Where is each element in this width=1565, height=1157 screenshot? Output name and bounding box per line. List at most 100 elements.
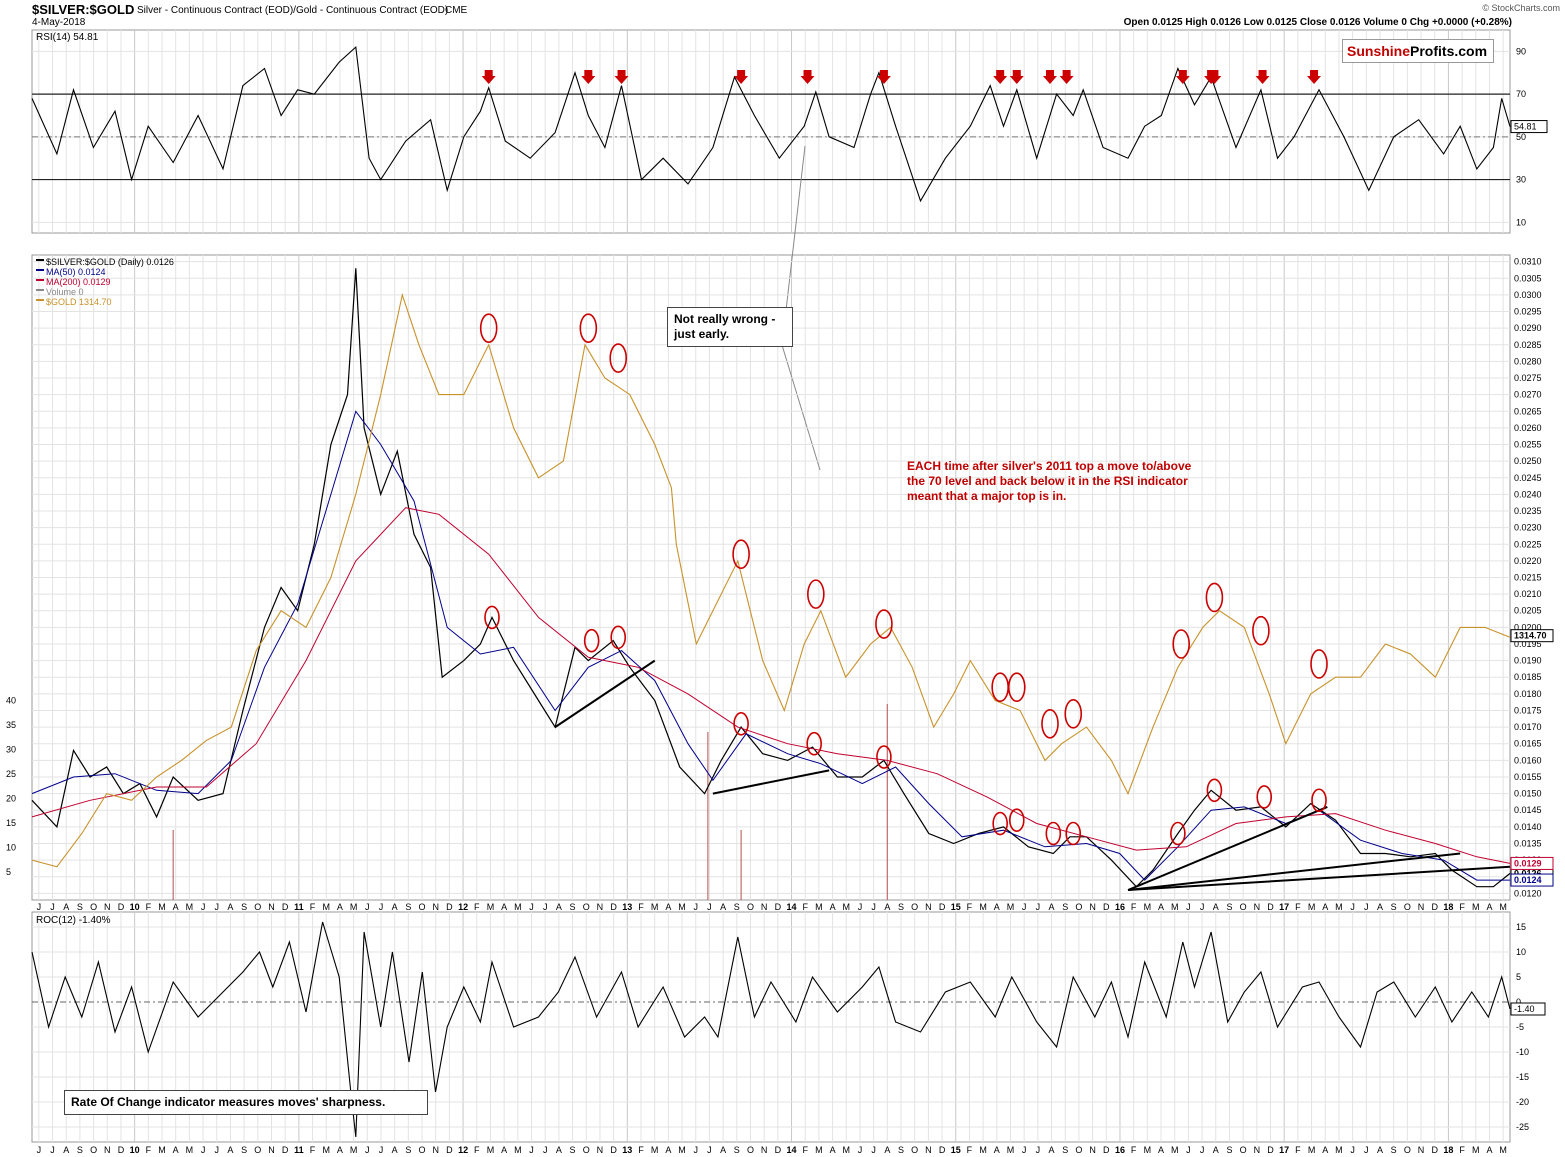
- x-tick-label: M: [1472, 1145, 1480, 1155]
- x-tick-label: A: [1377, 902, 1383, 912]
- x-tick-label: O: [583, 902, 590, 912]
- x-tick-label: J: [858, 902, 863, 912]
- x-tick-label: S: [77, 902, 83, 912]
- ma200-box: [1510, 856, 1554, 870]
- x-tick-label: F: [638, 1145, 644, 1155]
- x-tick-label: D: [282, 902, 289, 912]
- x-tick-label: O: [419, 902, 426, 912]
- price-top-circle: [992, 811, 1008, 836]
- x-tick-label: O: [90, 902, 97, 912]
- legend-swatch: [36, 269, 44, 271]
- rsi-annotation: Not really wrong - just early.: [667, 307, 793, 347]
- x-tick-label: M: [843, 1145, 851, 1155]
- x-tick-label: D: [1267, 902, 1274, 912]
- x-tick-label: A: [556, 902, 562, 912]
- rsi-y-tick-label: 50: [1516, 132, 1526, 142]
- x-tick-label: F: [310, 1145, 316, 1155]
- x-tick-label: F: [310, 902, 316, 912]
- gold-top-circle: [479, 313, 498, 343]
- x-tick-label: O: [1075, 902, 1082, 912]
- roc-y-tick-label: -15: [1516, 1072, 1529, 1082]
- ma50-box-label: 0.0124: [1514, 875, 1542, 885]
- x-tick-label: 10: [130, 902, 140, 912]
- x-tick-label: J: [693, 902, 698, 912]
- x-tick-label: A: [1158, 902, 1164, 912]
- x-tick-label: J: [1200, 902, 1205, 912]
- x-tick-label: 15: [951, 902, 961, 912]
- price-y-tick-label: 0.0165: [1514, 739, 1542, 749]
- x-tick-label: A: [173, 902, 179, 912]
- brand-logo: SunshineProfits.com: [1342, 39, 1494, 63]
- x-tick-label: N: [268, 902, 275, 912]
- x-tick-label: J: [50, 902, 55, 912]
- trendline: [1127, 852, 1461, 892]
- price-y-tick-label: 0.0155: [1514, 772, 1542, 782]
- x-tick-label: 17: [1279, 1145, 1289, 1155]
- x-tick-label: S: [570, 1145, 576, 1155]
- x-tick-label: M: [843, 902, 851, 912]
- price-y-tick-label: 0.0140: [1514, 822, 1542, 832]
- x-tick-label: M: [1499, 1145, 1507, 1155]
- x-tick-label: N: [432, 1145, 439, 1155]
- x-tick-label: N: [761, 902, 768, 912]
- roc-title: ROC(12) -1.40%: [36, 915, 111, 926]
- x-tick-label: F: [967, 1145, 973, 1155]
- price-top-circle: [1256, 785, 1273, 809]
- down-arrow-marker: [1255, 70, 1270, 84]
- gold-top-circle: [1041, 708, 1059, 739]
- x-tick-label: O: [1404, 902, 1411, 912]
- x-tick-label: J: [707, 902, 712, 912]
- down-arrow-marker: [481, 70, 496, 84]
- x-tick-label: A: [884, 1145, 890, 1155]
- x-tick-label: A: [884, 902, 890, 912]
- x-tick-label: S: [898, 902, 904, 912]
- watermark: © StockCharts.com: [1482, 3, 1560, 13]
- gold-top-circle: [609, 343, 628, 373]
- gold-top-circle: [1205, 582, 1224, 613]
- x-tick-label: A: [227, 902, 233, 912]
- volume-axis-label: 10: [6, 843, 16, 853]
- x-tick-label: F: [638, 902, 644, 912]
- x-tick-label: D: [939, 1145, 946, 1155]
- x-tick-label: M: [158, 1145, 166, 1155]
- x-tick-label: A: [665, 1145, 671, 1155]
- x-tick-label: D: [282, 1145, 289, 1155]
- x-tick-label: M: [487, 1145, 495, 1155]
- x-tick-label: F: [802, 902, 808, 912]
- price-y-tick-label: 0.0170: [1514, 722, 1542, 732]
- x-tick-label: A: [1322, 1145, 1328, 1155]
- ma200-box-label: 0.0129: [1514, 858, 1542, 868]
- x-tick-label: S: [241, 902, 247, 912]
- x-tick-label: N: [597, 902, 604, 912]
- legend-swatch: [36, 279, 44, 281]
- header-description: Silver - Continuous Contract (EOD)/Gold …: [137, 5, 448, 16]
- x-tick-label: A: [1049, 902, 1055, 912]
- x-tick-label: J: [1350, 902, 1355, 912]
- x-tick-label: M: [514, 902, 522, 912]
- x-tick-label: M: [1308, 902, 1316, 912]
- x-tick-label: J: [1364, 1145, 1369, 1155]
- volume-axis-label: 25: [6, 769, 16, 779]
- trendline: [554, 659, 656, 728]
- x-tick-label: A: [720, 1145, 726, 1155]
- x-tick-label: O: [1404, 1145, 1411, 1155]
- x-tick-label: A: [337, 902, 343, 912]
- x-tick-label: O: [254, 1145, 261, 1155]
- x-tick-label: A: [337, 1145, 343, 1155]
- x-tick-label: N: [268, 1145, 275, 1155]
- x-tick-label: J: [379, 902, 384, 912]
- gold-top-circle: [1172, 629, 1190, 659]
- x-tick-label: N: [104, 902, 111, 912]
- volume-axis-label: 30: [6, 745, 16, 755]
- price-top-circle: [876, 745, 892, 769]
- price-y-tick-label: 0.0145: [1514, 805, 1542, 815]
- price-top-circle: [1206, 778, 1223, 803]
- price-y-tick-label: 0.0150: [1514, 789, 1542, 799]
- x-tick-label: J: [50, 1145, 55, 1155]
- x-tick-label: A: [1486, 1145, 1492, 1155]
- price-top-circle: [1311, 788, 1327, 813]
- roc-y-tick-label: 5: [1516, 972, 1521, 982]
- down-arrow-marker: [1307, 70, 1322, 84]
- x-tick-label: D: [775, 902, 782, 912]
